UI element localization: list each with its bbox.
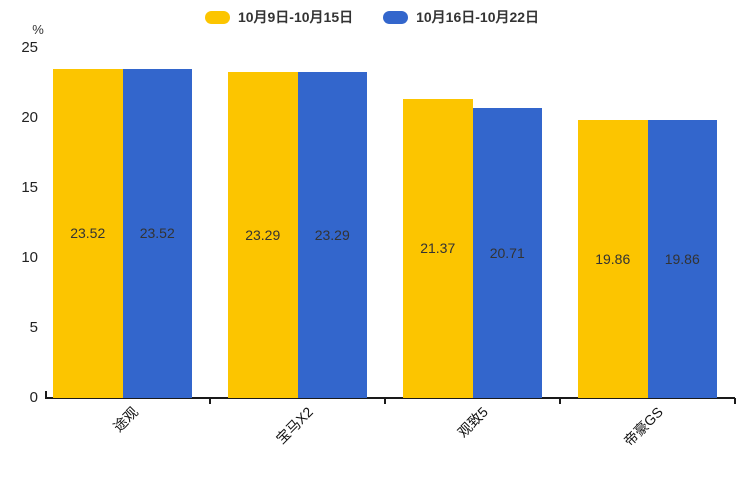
bar[interactable]: 20.71 xyxy=(472,108,542,398)
legend-item[interactable]: 10月9日-10月15日 xyxy=(204,6,354,28)
bar[interactable]: 21.37 xyxy=(403,98,473,398)
bar[interactable]: 19.86 xyxy=(578,119,648,398)
y-axis-tick-label: 20 xyxy=(21,109,38,126)
x-axis-category-label: 观致5 xyxy=(453,403,491,441)
x-axis-category-label: 途观 xyxy=(109,403,141,435)
x-axis-category-label: 帝豪GS xyxy=(620,403,666,450)
x-axis-tick xyxy=(209,398,211,404)
bar-value-label: 19.86 xyxy=(664,250,700,267)
bar-value-label: 23.29 xyxy=(245,226,281,243)
y-axis-stub xyxy=(45,391,47,398)
legend-swatch xyxy=(383,10,409,24)
bar[interactable]: 23.52 xyxy=(53,68,123,398)
x-axis-tick xyxy=(384,398,386,404)
bar[interactable]: 23.52 xyxy=(122,68,192,398)
legend-swatch xyxy=(204,10,230,24)
bar[interactable]: 23.29 xyxy=(228,71,298,398)
x-axis-line xyxy=(45,397,735,399)
bar[interactable]: 19.86 xyxy=(647,119,717,398)
bar-value-label: 23.52 xyxy=(139,225,175,242)
y-axis-tick-label: 15 xyxy=(21,179,38,196)
y-axis-unit-label: % xyxy=(32,22,44,37)
y-axis-tick-label: 10 xyxy=(21,249,38,266)
bar[interactable]: 23.29 xyxy=(297,71,367,398)
y-axis-tick-label: 5 xyxy=(29,319,38,336)
x-axis-category-label: 宝马X2 xyxy=(272,403,316,447)
bar-value-label: 23.52 xyxy=(70,225,106,242)
legend-item[interactable]: 10月16日-10月22日 xyxy=(383,6,539,28)
bar-value-label: 20.71 xyxy=(489,245,525,262)
x-axis-tick xyxy=(559,398,561,404)
bar-value-label: 23.29 xyxy=(314,226,350,243)
chart-legend: 10月9日-10月15日 10月16日-10月22日 xyxy=(0,6,744,28)
legend-label: 10月9日-10月15日 xyxy=(237,9,354,25)
legend-label: 10月16日-10月22日 xyxy=(416,9,540,25)
bar-value-label: 21.37 xyxy=(420,240,456,257)
x-axis-tick xyxy=(734,398,736,404)
y-axis-tick-label: 25 xyxy=(21,39,38,56)
y-axis-tick-label: 0 xyxy=(29,389,38,406)
bar-value-label: 19.86 xyxy=(595,250,631,267)
